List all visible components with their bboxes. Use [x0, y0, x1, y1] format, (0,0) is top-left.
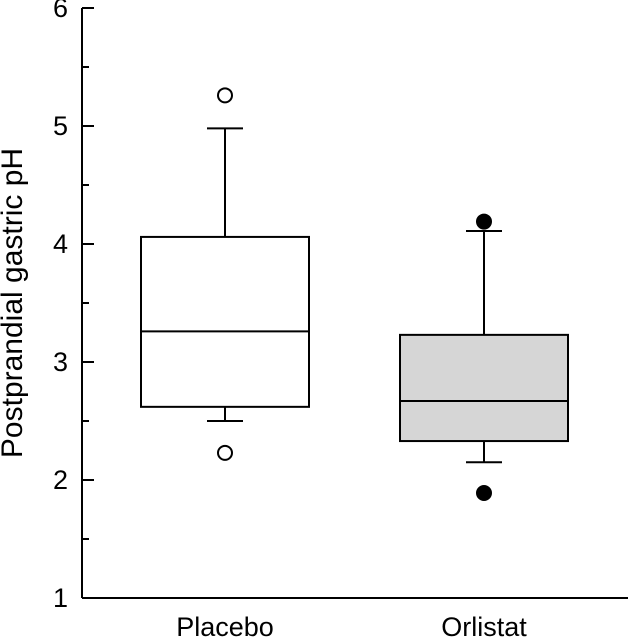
y-tick-label: 1	[53, 583, 68, 613]
outlier-point	[476, 213, 492, 230]
box-orlistat	[399, 333, 569, 443]
y-tick-label: 5	[53, 111, 68, 141]
y-tick-label: 3	[53, 347, 68, 377]
x-tick-labels: Placebo Orlistat	[176, 612, 527, 640]
box-placebo	[140, 235, 310, 408]
outlier-point	[476, 484, 492, 501]
y-axis-label: Postprandial gastric pH	[0, 148, 29, 458]
y-tick-label: 6	[53, 0, 68, 23]
y-tick-label: 2	[53, 465, 68, 495]
y-tick-label: 4	[53, 229, 68, 259]
box-group-placebo	[140, 87, 310, 461]
outlier-point	[217, 87, 233, 104]
y-ticks: 1 2 3 4 5 6	[53, 0, 94, 613]
box-groups	[140, 87, 569, 501]
x-tick-label-placebo: Placebo	[176, 612, 274, 640]
x-tick-label-orlistat: Orlistat	[441, 612, 527, 640]
box-group-orlistat	[399, 213, 569, 501]
outlier-point	[217, 444, 233, 461]
